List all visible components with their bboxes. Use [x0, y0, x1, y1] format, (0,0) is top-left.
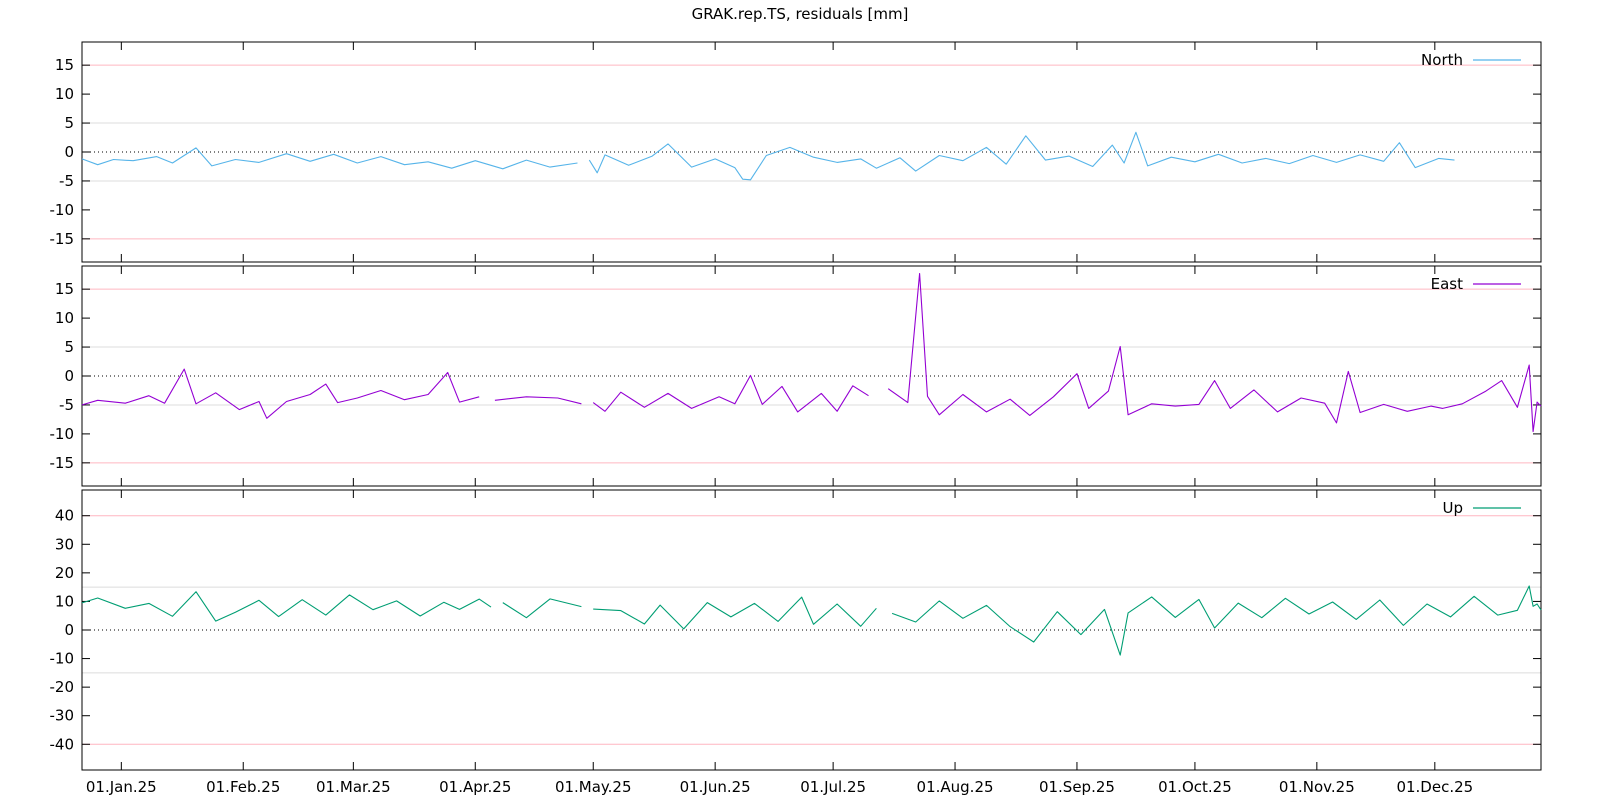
y-tick-label: 0 [64, 143, 74, 161]
x-tick-label: 01.Sep.25 [1039, 778, 1115, 796]
y-tick-label: -10 [50, 201, 75, 219]
x-tick-label: 01.Jul.25 [800, 778, 866, 796]
x-tick-label: 01.Nov.25 [1279, 778, 1355, 796]
x-tick-label: 01.May.25 [555, 778, 632, 796]
y-tick-label: 0 [64, 621, 74, 639]
series-line-up [81, 585, 1542, 656]
x-tick-label: 01.Aug.25 [917, 778, 994, 796]
y-tick-label: 5 [64, 114, 74, 132]
chart-title: GRAK.rep.TS, residuals [mm] [692, 5, 909, 23]
y-tick-label: -15 [50, 454, 75, 472]
panel-north: 15 10 5 0 -5 -10 -15 North [50, 41, 1542, 263]
y-tick-label: 10 [55, 85, 74, 103]
legend-label-east: East [1431, 275, 1463, 293]
y-tick-label: 10 [55, 592, 74, 610]
y-tick-label: -30 [50, 707, 75, 725]
y-tick-label: -10 [50, 650, 75, 668]
y-tick-label: 15 [55, 56, 74, 74]
x-tick-label: 01.Mar.25 [316, 778, 391, 796]
y-tick-label: -10 [50, 425, 75, 443]
y-tick-label: -5 [59, 172, 74, 190]
legend-label-north: North [1421, 51, 1463, 69]
x-tick-label: 01.Oct.25 [1158, 778, 1232, 796]
y-tick-label: 5 [64, 338, 74, 356]
legend-label-up: Up [1442, 499, 1463, 517]
y-tick-label: -40 [50, 735, 75, 753]
y-tick-label: 30 [55, 535, 74, 553]
x-tick-label: 01.Feb.25 [206, 778, 280, 796]
x-tick-label: 01.Dec.25 [1396, 778, 1473, 796]
series-line-east [81, 272, 1542, 433]
y-tick-label: 0 [64, 367, 74, 385]
x-tick-label: 01.Jun.25 [680, 778, 751, 796]
y-tick-label: 40 [55, 507, 74, 525]
y-tick-label: 20 [55, 564, 74, 582]
panel-up: 40 30 20 10 0 -10 -20 -30 -40 Up [50, 489, 1542, 771]
y-tick-label: 15 [55, 280, 74, 298]
y-tick-label: -20 [50, 678, 75, 696]
panel-east: 15 10 5 0 -5 -10 -15 East [50, 265, 1542, 487]
y-tick-label: -15 [50, 230, 75, 248]
y-tick-label: 10 [55, 309, 74, 327]
x-tick-label: 01.Apr.25 [439, 778, 511, 796]
y-tick-label: -5 [59, 396, 74, 414]
series-line-north [81, 131, 1455, 181]
x-tick-label: 01.Jan.25 [86, 778, 157, 796]
